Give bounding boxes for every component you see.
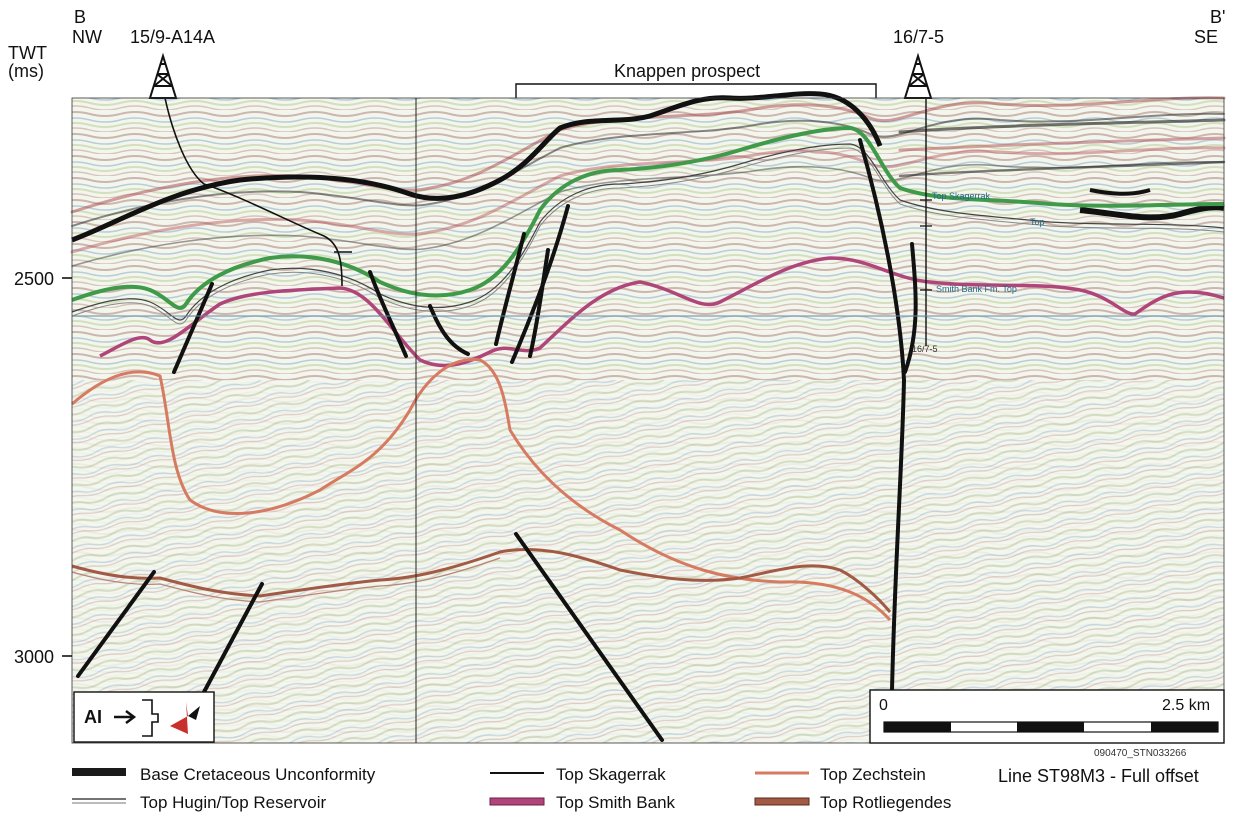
wavelet-red-icon — [170, 702, 188, 734]
well-label-16-7-5: 16/7-5 — [893, 27, 945, 47]
prospect-label: Knappen prospect — [614, 61, 761, 81]
axis-title-units: (ms) — [8, 61, 44, 81]
impedance-step-icon — [142, 699, 159, 737]
legend-symbol-smith-bank — [489, 797, 545, 806]
section-end-label: B' — [1210, 7, 1226, 27]
well-annotation-smith-bank: Smith Bank Fm. Top — [936, 284, 1017, 294]
scale-bar-start-label: 0 — [879, 697, 888, 714]
horizon-top-smith-bank — [99, 256, 1225, 368]
well-annotation-skagerrak: Top Skagerrak — [932, 191, 991, 201]
legend-label-skagerrak: Top Skagerrak — [556, 765, 666, 784]
fault-6 — [528, 248, 550, 358]
well-tag-16-7-5: 16/7-5 — [912, 344, 938, 354]
horizon-top-hugin — [71, 143, 1225, 321]
well-label-15-9-a14a: 15/9-A14A — [130, 27, 216, 47]
horizon-top-rotliegendes-lower — [71, 557, 501, 603]
wavelet-black-icon — [188, 706, 200, 720]
horizon-bcu-east-upper — [1089, 188, 1151, 196]
fault-2 — [368, 270, 408, 358]
horizon-top-rotliegendes — [71, 547, 892, 613]
faults — [76, 138, 918, 742]
prospect-bracket — [515, 83, 877, 98]
legend-label-smith-bank: Top Smith Bank — [556, 793, 676, 812]
section-start-direction: NW — [72, 27, 102, 47]
arrow-right-icon — [114, 710, 137, 724]
y-tick-label-3000: 3000 — [14, 647, 55, 667]
seismic-deep-texture — [72, 380, 1224, 743]
figure-id: 090470_STN033266 — [1094, 748, 1187, 759]
legend-symbol-bcu — [72, 768, 126, 776]
well-annotation-top: Top — [1030, 217, 1045, 227]
section-end-direction: SE — [1194, 27, 1219, 47]
fault-1 — [172, 282, 214, 374]
section-start-label: B — [74, 7, 87, 27]
legend-label-zechstein: Top Zechstein — [820, 765, 926, 784]
fault-main-east — [858, 138, 907, 692]
fault-deep-3 — [514, 532, 664, 742]
scale-bar-segment — [884, 722, 951, 732]
legend-label-hugin: Top Hugin/Top Reservoir — [140, 793, 327, 812]
legend-symbols — [72, 768, 810, 806]
well-ticks-16-7-5 — [920, 199, 932, 291]
fault-east-2 — [903, 242, 918, 374]
legend-label-rotliegendes: Top Rotliegendes — [820, 793, 952, 812]
scale-bar-box — [869, 689, 1225, 744]
horizon-top-hugin-green — [71, 125, 1225, 310]
horizon-top-hugin-lower — [71, 147, 1225, 325]
y-tick-label-2500: 2500 — [14, 269, 55, 289]
axis-title-twt: TWT — [8, 43, 47, 63]
section-frame — [71, 97, 1225, 744]
well-path-15-9-a14a — [164, 97, 343, 287]
horizon-top-zechstein — [71, 358, 892, 622]
fault-deep-2 — [202, 582, 264, 694]
scale-bar-segment — [1151, 722, 1218, 732]
fault-3 — [428, 304, 470, 356]
scale-bar-end-label: 2.5 km — [1162, 697, 1211, 714]
derrick-icon — [903, 52, 933, 99]
ai-label: AI — [84, 707, 102, 727]
horizon-bcu — [71, 91, 883, 243]
scale-bar-segment — [1017, 722, 1084, 732]
derrick-icon — [148, 52, 178, 99]
legend-symbol-rotliegendes — [754, 797, 810, 806]
fault-4 — [494, 232, 526, 346]
line-caption: Line ST98M3 - Full offset — [998, 766, 1199, 786]
fault-deep-1 — [76, 570, 156, 678]
legend-label-bcu: Base Cretaceous Unconformity — [140, 765, 376, 784]
horizon-bcu-east — [1079, 204, 1225, 221]
